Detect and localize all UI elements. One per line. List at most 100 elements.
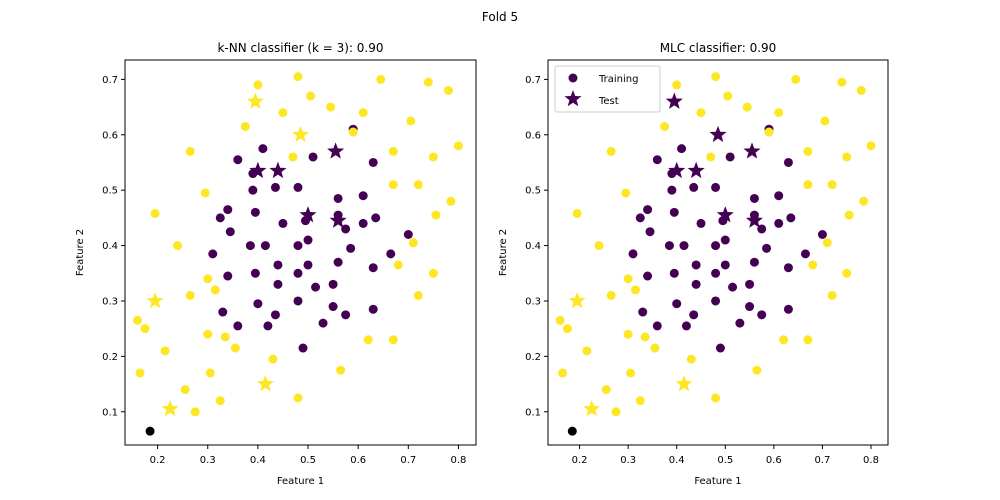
knn-training-point xyxy=(341,310,351,320)
knn-training-point xyxy=(311,282,321,292)
knn-xtick-label: 0.3 xyxy=(200,455,216,466)
knn-training-point xyxy=(298,343,308,353)
knn-xtick: 0.3 xyxy=(200,445,216,466)
knn-subplot: k-NN classifier (k = 3): 0.90 Feature 1 … xyxy=(75,41,477,487)
knn-training-point xyxy=(145,426,155,436)
mlc-ytick-label: 0.2 xyxy=(525,352,541,363)
knn-training-point xyxy=(346,243,356,253)
knn-xtick-label: 0.8 xyxy=(450,455,466,466)
mlc-training-point xyxy=(555,315,565,325)
mlc-training-point xyxy=(623,329,633,339)
knn-training-point xyxy=(240,121,250,131)
mlc-training-point xyxy=(783,304,793,314)
mlc-test-point xyxy=(743,142,761,159)
mlc-training-point xyxy=(630,285,640,295)
mlc-training-point xyxy=(689,182,699,192)
knn-xtick: 0.2 xyxy=(150,445,166,466)
mlc-training-point xyxy=(808,260,818,270)
knn-ytick-label: 0.7 xyxy=(102,75,118,86)
mlc-ytick-label: 0.3 xyxy=(525,296,541,307)
mlc-xtick: 0.4 xyxy=(669,445,685,466)
knn-training-point xyxy=(258,144,268,154)
mlc-markers xyxy=(555,72,876,436)
knn-training-point xyxy=(218,307,228,317)
mlc-training-point xyxy=(672,299,682,309)
mlc-ytick-label: 0.6 xyxy=(525,130,541,141)
mlc-training-point xyxy=(859,196,869,206)
mlc-training-point xyxy=(562,324,572,334)
knn-training-point xyxy=(270,182,280,192)
knn-training-point xyxy=(260,241,270,251)
knn-test-point xyxy=(327,142,345,159)
mlc-training-point xyxy=(837,77,847,87)
mlc-training-point xyxy=(757,310,767,320)
mlc-test-point xyxy=(745,211,763,228)
mlc-training-point xyxy=(774,218,784,228)
mlc-ytick: 0.2 xyxy=(525,352,548,363)
mlc-training-point xyxy=(672,80,682,90)
mlc-ytick: 0.7 xyxy=(525,75,548,86)
knn-training-point xyxy=(376,74,386,84)
knn-training-point xyxy=(200,188,210,198)
knn-training-point xyxy=(278,218,288,228)
mlc-xtick-label: 0.3 xyxy=(620,455,636,466)
knn-training-point xyxy=(408,238,418,248)
mlc-xtick-label: 0.5 xyxy=(717,455,733,466)
knn-test-point xyxy=(161,399,179,417)
knn-test-point xyxy=(299,206,317,223)
mlc-training-point xyxy=(757,224,767,234)
mlc-training-point xyxy=(681,321,691,331)
mlc-training-point xyxy=(764,127,774,137)
knn-training-point xyxy=(210,285,220,295)
knn-training-point xyxy=(263,321,273,331)
knn-training-point xyxy=(250,268,260,278)
mlc-training-point xyxy=(842,152,852,162)
knn-training-point xyxy=(333,193,343,203)
knn-training-point xyxy=(223,205,233,215)
knn-xtick-label: 0.7 xyxy=(400,455,416,466)
mlc-training-point xyxy=(711,296,721,306)
mlc-training-point xyxy=(827,180,837,190)
mlc-training-point xyxy=(749,193,759,203)
knn-training-point xyxy=(368,157,378,167)
knn-training-point xyxy=(150,208,160,218)
mlc-training-point xyxy=(711,72,721,82)
mlc-training-point xyxy=(817,230,827,239)
knn-xtick: 0.6 xyxy=(350,445,366,466)
mlc-training-point xyxy=(558,368,568,378)
knn-training-point xyxy=(303,235,313,245)
mlc-test-point xyxy=(668,161,686,179)
knn-training-point xyxy=(278,108,288,118)
mlc-xtick-label: 0.2 xyxy=(572,455,588,466)
knn-xtick: 0.7 xyxy=(400,445,416,466)
knn-training-point xyxy=(250,207,260,217)
legend-training-label: Training xyxy=(598,74,638,85)
legend-box xyxy=(554,65,661,113)
mlc-training-point xyxy=(715,343,725,353)
mlc-training-point xyxy=(664,241,674,251)
knn-test-point xyxy=(291,125,310,143)
mlc-training-point xyxy=(594,241,604,251)
knn-training-point xyxy=(273,260,283,270)
mlc-training-point xyxy=(803,180,813,190)
knn-training-point xyxy=(336,365,346,375)
mlc-axes-frame xyxy=(547,59,889,446)
mlc-test-point xyxy=(716,206,734,223)
mlc-training-point xyxy=(669,207,679,217)
knn-training-point xyxy=(248,185,258,195)
knn-training-point xyxy=(220,332,230,342)
knn-ytick-label: 0.2 xyxy=(102,352,118,363)
mlc-xtick: 0.3 xyxy=(620,445,636,466)
knn-test-point xyxy=(249,161,267,179)
knn-training-point xyxy=(428,152,438,162)
mlc-training-point xyxy=(635,213,645,223)
legend-test-marker xyxy=(564,90,582,107)
mlc-xtick-label: 0.7 xyxy=(814,455,830,466)
knn-training-point xyxy=(160,346,170,356)
knn-training-point xyxy=(270,310,280,320)
knn-test-point xyxy=(256,375,274,392)
mlc-ylabel: Feature 2 xyxy=(498,229,509,276)
mlc-ytick: 0.4 xyxy=(525,241,548,252)
mlc-training-point xyxy=(786,213,796,223)
mlc-training-point xyxy=(735,318,745,328)
